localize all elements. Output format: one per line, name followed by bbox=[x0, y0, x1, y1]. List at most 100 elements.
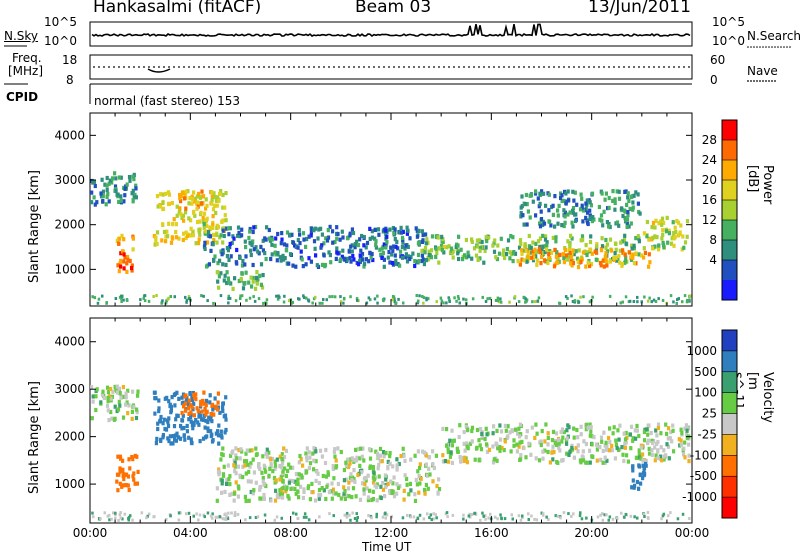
echo-cell bbox=[576, 443, 580, 448]
echo-cell bbox=[222, 278, 226, 283]
echo-cell bbox=[251, 279, 255, 284]
echo-cell bbox=[329, 260, 333, 265]
freq-dot bbox=[333, 66, 335, 68]
echo-cell bbox=[646, 440, 650, 445]
echo-cell bbox=[312, 446, 316, 451]
ground-scatter-cell bbox=[328, 512, 331, 516]
echo-cell bbox=[595, 242, 599, 247]
echo-cell bbox=[484, 235, 488, 240]
echo-cell bbox=[635, 428, 639, 433]
echo-cell bbox=[476, 257, 480, 262]
colorbar-segment bbox=[722, 413, 737, 435]
echo-cell bbox=[679, 427, 683, 432]
ground-scatter-cell bbox=[311, 301, 314, 305]
echo-cell bbox=[127, 487, 131, 493]
ground-scatter-cell bbox=[365, 301, 369, 305]
ground-scatter-cell bbox=[218, 515, 222, 519]
echo-cell bbox=[181, 213, 185, 218]
echo-cell bbox=[424, 462, 428, 467]
echo-cell bbox=[222, 233, 226, 239]
x-tick-label: 00:00 bbox=[675, 526, 710, 540]
echo-cell bbox=[405, 482, 409, 487]
echo-cell bbox=[582, 439, 586, 444]
echo-cell bbox=[208, 393, 212, 398]
echo-cell bbox=[683, 240, 688, 245]
echo-cell bbox=[388, 490, 392, 495]
echo-cell bbox=[512, 438, 516, 443]
echo-cell bbox=[366, 495, 371, 500]
echo-cell bbox=[241, 464, 245, 469]
echo-cell bbox=[260, 470, 264, 475]
ground-scatter-cell bbox=[355, 297, 359, 301]
ground-scatter-cell bbox=[227, 511, 230, 515]
echo-cell bbox=[378, 453, 383, 458]
echo-cell bbox=[258, 466, 262, 471]
echo-cell bbox=[600, 244, 605, 249]
echo-cell bbox=[551, 235, 555, 240]
echo-cell bbox=[520, 257, 524, 262]
echo-cell bbox=[199, 402, 203, 407]
echo-cell bbox=[637, 239, 641, 244]
echo-cell bbox=[285, 243, 289, 248]
echo-cell bbox=[522, 222, 526, 227]
echo-cell bbox=[259, 244, 263, 249]
echo-cell bbox=[227, 232, 231, 237]
nave-label: Nave bbox=[747, 64, 778, 78]
echo-cell bbox=[362, 458, 366, 463]
echo-cell bbox=[157, 398, 161, 403]
echo-cell bbox=[359, 446, 363, 451]
echo-cell bbox=[381, 487, 385, 492]
echo-cell bbox=[502, 448, 506, 453]
echo-cell bbox=[386, 464, 390, 469]
echo-cell bbox=[216, 433, 221, 438]
echo-cell bbox=[329, 489, 333, 494]
ground-scatter-cell bbox=[484, 514, 487, 518]
echo-cell bbox=[565, 257, 570, 262]
ground-scatter-cell bbox=[140, 511, 144, 515]
echo-cell bbox=[192, 413, 196, 418]
echo-cell bbox=[351, 230, 356, 236]
ground-scatter-cell bbox=[122, 298, 125, 302]
echo-cell bbox=[413, 453, 417, 458]
ground-scatter-cell bbox=[425, 298, 428, 302]
echo-cell bbox=[114, 176, 118, 181]
ground-scatter-cell bbox=[131, 518, 134, 522]
ground-scatter-cell bbox=[147, 299, 151, 303]
ground-scatter-cell bbox=[416, 301, 420, 305]
ground-scatter-cell bbox=[212, 301, 215, 305]
echo-cell bbox=[532, 256, 536, 261]
echo-cell bbox=[161, 222, 165, 227]
nsky-bottom-tick: 10^0 bbox=[44, 34, 77, 48]
echo-cell bbox=[244, 254, 248, 259]
echo-cell bbox=[504, 252, 509, 257]
ground-scatter-cell bbox=[462, 297, 465, 301]
echo-cell bbox=[355, 239, 359, 244]
echo-cell bbox=[291, 465, 295, 470]
echo-cell bbox=[617, 437, 621, 442]
ground-scatter-cell bbox=[370, 516, 373, 520]
echo-cell bbox=[210, 190, 214, 195]
echo-cell bbox=[401, 446, 405, 451]
echo-cell bbox=[324, 474, 329, 479]
freq-dot bbox=[183, 66, 185, 68]
echo-cell bbox=[629, 194, 633, 200]
echo-cell bbox=[666, 444, 671, 449]
freq-dot bbox=[283, 66, 285, 68]
echo-cell bbox=[551, 429, 556, 434]
echo-cell bbox=[351, 475, 355, 480]
echo-cell bbox=[217, 285, 221, 290]
echo-cell bbox=[174, 229, 178, 235]
ground-scatter-cell bbox=[302, 296, 306, 299]
ground-scatter-cell bbox=[405, 513, 409, 517]
ground-scatter-cell bbox=[467, 514, 471, 518]
echo-cell bbox=[451, 438, 455, 444]
freq-dot bbox=[508, 66, 510, 68]
ground-scatter-cell bbox=[511, 517, 514, 521]
echo-cell bbox=[219, 189, 223, 194]
ground-scatter-cell bbox=[343, 296, 346, 300]
echo-cell bbox=[305, 236, 309, 242]
echo-cell bbox=[121, 458, 125, 463]
echo-cell bbox=[608, 426, 612, 431]
ground-scatter-cell bbox=[211, 516, 214, 520]
echo-cell bbox=[457, 256, 461, 262]
